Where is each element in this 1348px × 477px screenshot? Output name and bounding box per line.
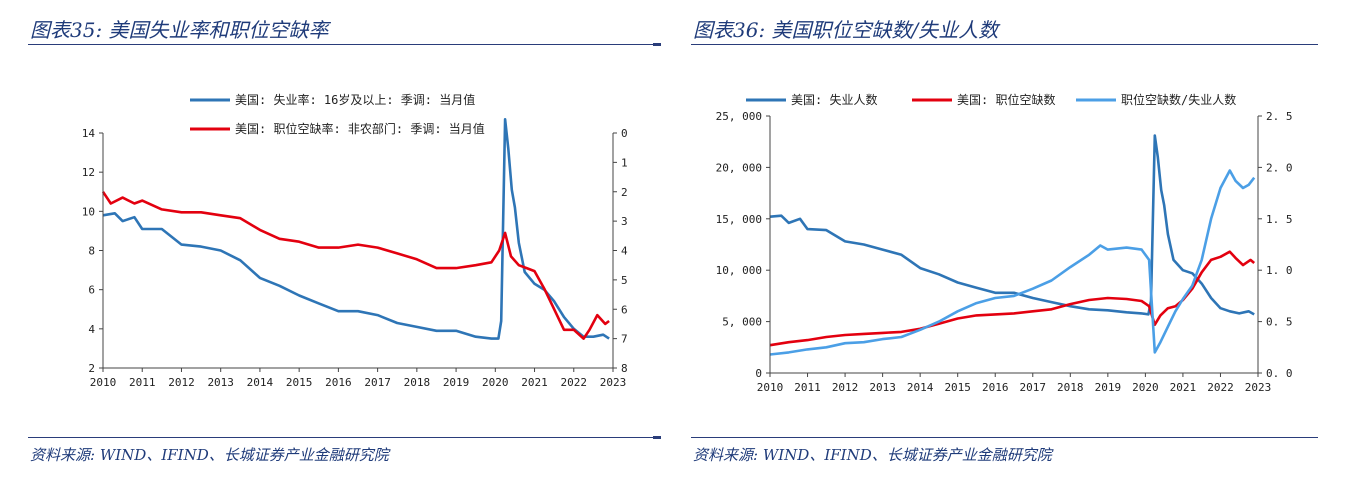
x-tick-label: 2016 — [325, 376, 352, 389]
right-y-tick-label: 2. 5 — [1266, 110, 1293, 123]
left-y-tick-label: 10 — [82, 205, 95, 218]
right-y-tick-label: 3 — [621, 215, 628, 228]
left-y-tick-label: 20, 000 — [716, 161, 762, 174]
x-tick-label: 2013 — [869, 381, 896, 394]
right-bottom-rule — [691, 437, 1318, 438]
x-tick-label: 2014 — [907, 381, 934, 394]
right-y-tick-label: 2 — [621, 186, 628, 199]
legend-label-1: 美国: 职位空缺率: 非农部门: 季调: 当月值 — [235, 121, 485, 136]
left-chart: 2010 2011 2012 2013 2014 2015 2016 2017 2018 2019… — [82, 92, 628, 389]
right-y-tick-label: 0 — [621, 127, 628, 140]
left-y-tick-label: 5, 000 — [722, 316, 762, 329]
x-tick-label: 2013 — [207, 376, 234, 389]
x-tick-label: 2017 — [1020, 381, 1047, 394]
left-y-tick-label: 25, 000 — [716, 110, 762, 123]
left-y-tick-label: 6 — [88, 284, 95, 297]
x-tick-label: 2015 — [944, 381, 971, 394]
left-bottom-rule — [28, 437, 653, 438]
x-tick-label: 2017 — [364, 376, 391, 389]
x-tick-label: 2023 — [600, 376, 627, 389]
right-y-tick-label: 0. 0 — [1266, 367, 1293, 380]
x-tick-label: 2011 — [129, 376, 156, 389]
right-y-tick-label: 6 — [621, 303, 628, 316]
x-tick-label: 2014 — [247, 376, 274, 389]
right-y-tick-label: 8 — [621, 362, 628, 375]
x-tick-label: 2019 — [1095, 381, 1122, 394]
x-tick-label: 2011 — [794, 381, 821, 394]
left-y-tick-label: 10, 000 — [716, 264, 762, 277]
right-panel-title: 图表36: 美国职位空缺数/失业人数 — [693, 18, 999, 42]
left-y-tick-label: 0 — [755, 367, 762, 380]
legend-label-0: 美国: 失业人数 — [791, 92, 877, 107]
x-tick-label: 2018 — [1057, 381, 1084, 394]
right-source: 资料来源: WIND、IFIND、长城证券产业金融研究院 — [693, 446, 1052, 464]
left-y-tick-label: 12 — [82, 166, 95, 179]
right-y-tick-label: 0. 5 — [1266, 316, 1293, 329]
left-bottom-rule-end — [653, 436, 661, 439]
left-panel-title: 图表35: 美国失业率和职位空缺率 — [30, 18, 329, 42]
series-line-0 — [102, 118, 610, 340]
left-y-tick-label: 4 — [88, 323, 95, 336]
x-tick-label: 2023 — [1245, 381, 1272, 394]
left-y-tick-label: 15, 000 — [716, 213, 762, 226]
right-y-tick-label: 2. 0 — [1266, 161, 1293, 174]
legend-label-0: 美国: 失业率: 16岁及以上: 季调: 当月值 — [235, 92, 475, 107]
x-tick-label: 2016 — [982, 381, 1009, 394]
series-line-0 — [769, 134, 1255, 316]
x-tick-label: 2010 — [90, 376, 117, 389]
series-line-1 — [101, 191, 610, 340]
right-y-tick-label: 4 — [621, 245, 628, 258]
x-tick-label: 2012 — [168, 376, 195, 389]
series-line-1 — [769, 250, 1256, 347]
right-y-tick-label: 1. 0 — [1266, 264, 1293, 277]
left-top-rule-end — [653, 43, 661, 46]
right-y-tick-label: 1. 5 — [1266, 213, 1293, 226]
legend-label-1: 美国: 职位空缺数 — [957, 92, 1055, 107]
right-top-rule — [691, 44, 1318, 45]
left-y-tick-label: 2 — [88, 362, 95, 375]
x-tick-label: 2022 — [561, 376, 588, 389]
x-tick-label: 2015 — [286, 376, 313, 389]
right-y-tick-label: 1 — [621, 156, 628, 169]
legend-label-2: 职位空缺数/失业人数 — [1121, 92, 1236, 107]
left-y-tick-label: 14 — [82, 127, 96, 140]
right-y-tick-label: 5 — [621, 274, 628, 287]
x-tick-label: 2019 — [443, 376, 470, 389]
x-tick-label: 2022 — [1207, 381, 1234, 394]
series-line-2 — [769, 169, 1256, 356]
x-tick-label: 2010 — [757, 381, 784, 394]
x-tick-label: 2018 — [404, 376, 431, 389]
x-tick-label: 2021 — [521, 376, 548, 389]
x-tick-label: 2020 — [482, 376, 509, 389]
right-chart: 2010 2011 2012 2013 2014 2015 2016 2017 2018 2019… — [716, 92, 1293, 394]
left-y-tick-label: 8 — [88, 245, 95, 258]
left-source: 资料来源: WIND、IFIND、长城证券产业金融研究院 — [30, 446, 389, 464]
right-y-tick-label: 7 — [621, 333, 628, 346]
left-top-rule — [28, 44, 653, 45]
x-tick-label: 2012 — [832, 381, 859, 394]
x-tick-label: 2021 — [1170, 381, 1197, 394]
x-tick-label: 2020 — [1132, 381, 1159, 394]
